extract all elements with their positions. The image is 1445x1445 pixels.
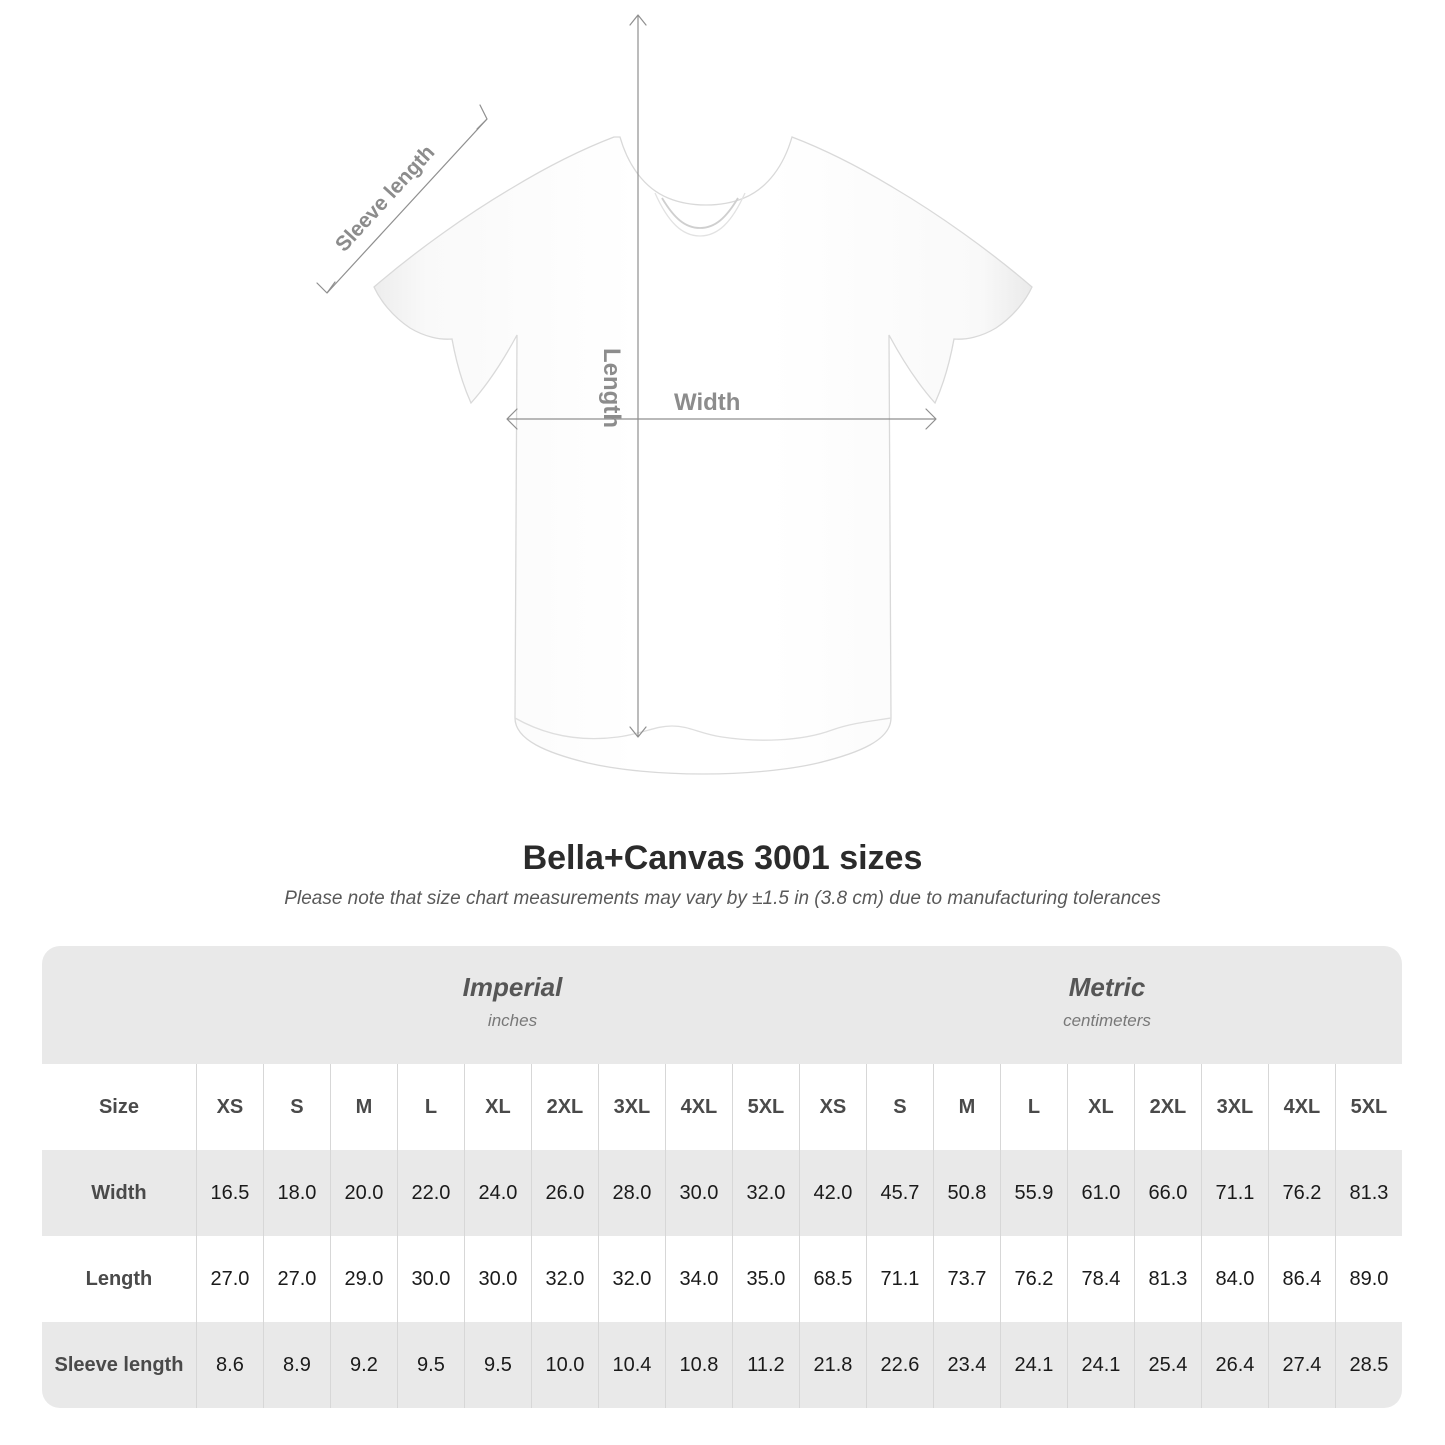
- svg-text:Length: Length: [598, 348, 625, 428]
- svg-text:Width: Width: [674, 389, 740, 416]
- svg-text:Sleeve length: Sleeve length: [331, 141, 439, 256]
